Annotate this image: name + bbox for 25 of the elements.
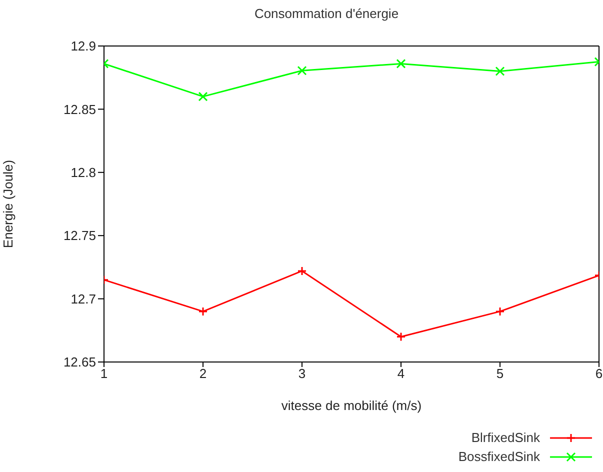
legend-label: BossfixedSink [458,449,540,464]
y-tick-label: 12.9 [70,38,96,54]
x-tick-label: 2 [199,366,207,382]
x-tick-label: 5 [496,366,504,382]
point [396,332,406,342]
y-tick-label: 12.85 [63,102,96,117]
point [297,66,307,76]
y-tick-label: 12.75 [63,228,96,244]
legend-label: BlrfixedSink [471,430,540,445]
y-tick-label: 12.7 [70,291,96,306]
point [495,66,505,76]
point [297,266,307,276]
y-axis-title: Energie (Joule) [0,160,16,248]
x-tick-label: 1 [100,366,108,382]
chart-title: Consommation d'énergie [253,6,400,21]
y-tick-label: 12.65 [63,354,96,370]
point [396,58,406,68]
x-tick-label: 4 [397,366,405,382]
point [198,306,208,316]
x-tick-label: 3 [298,366,306,382]
point [495,306,505,316]
x-tick-label: 6 [595,366,603,382]
point [198,92,208,102]
y-tick-label: 12.8 [70,165,96,180]
x-axis-title: vitesse de mobilité (m/s) [281,398,422,413]
